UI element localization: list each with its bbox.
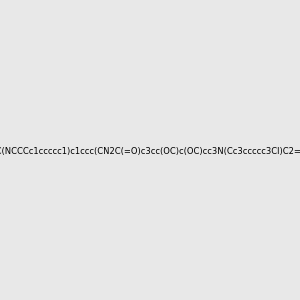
Text: O=C(NCCCc1ccccc1)c1ccc(CN2C(=O)c3cc(OC)c(OC)cc3N(Cc3ccccc3Cl)C2=O)cc1: O=C(NCCCc1ccccc1)c1ccc(CN2C(=O)c3cc(OC)c… [0,147,300,156]
